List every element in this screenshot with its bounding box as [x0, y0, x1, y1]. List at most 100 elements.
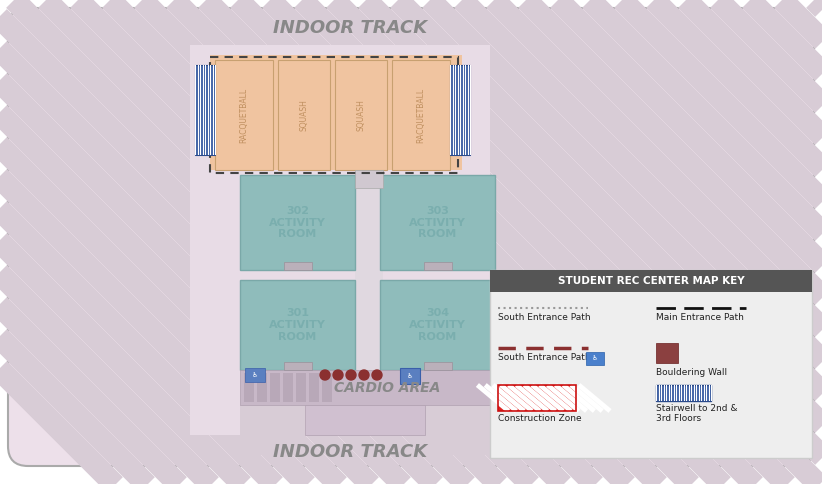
Bar: [661, 385, 663, 401]
Text: 301
ACTIVITY
ROOM: 301 ACTIVITY ROOM: [269, 308, 326, 342]
Circle shape: [333, 370, 343, 380]
Bar: [423, 362, 451, 370]
Circle shape: [372, 370, 382, 380]
Bar: [283, 373, 293, 402]
Bar: [684, 385, 685, 401]
Bar: [197, 65, 199, 155]
Text: 302
ACTIVITY
ROOM: 302 ACTIVITY ROOM: [269, 206, 326, 239]
Circle shape: [320, 370, 330, 380]
Text: 303
ACTIVITY
ROOM: 303 ACTIVITY ROOM: [409, 206, 466, 239]
Bar: [195, 65, 196, 155]
Bar: [691, 385, 692, 401]
Bar: [380, 280, 495, 370]
Bar: [656, 343, 678, 363]
Text: ♿: ♿: [407, 373, 413, 379]
Circle shape: [346, 370, 356, 380]
Bar: [195, 65, 215, 155]
Bar: [656, 385, 711, 401]
Bar: [423, 262, 451, 270]
Bar: [195, 65, 215, 155]
Bar: [322, 373, 332, 402]
Bar: [240, 370, 495, 405]
Bar: [245, 368, 265, 382]
Text: ♿: ♿: [252, 372, 258, 378]
Bar: [207, 65, 209, 155]
Text: Stairwell to 2nd &
3rd Floors: Stairwell to 2nd & 3rd Floors: [656, 404, 737, 424]
Bar: [689, 385, 690, 401]
Bar: [586, 352, 604, 365]
Bar: [699, 385, 700, 401]
Bar: [678, 385, 680, 401]
Bar: [468, 65, 469, 155]
Bar: [490, 270, 812, 458]
Text: CARDIO AREA: CARDIO AREA: [335, 380, 441, 394]
Text: South Entrance Path: South Entrance Path: [498, 353, 597, 362]
Bar: [215, 60, 273, 170]
Bar: [355, 170, 383, 370]
Text: Main Entrance Path: Main Entrance Path: [656, 313, 744, 322]
Bar: [490, 270, 812, 292]
Bar: [686, 385, 687, 401]
Bar: [210, 65, 211, 155]
Text: SQUASH: SQUASH: [357, 99, 366, 131]
Circle shape: [359, 370, 369, 380]
Bar: [244, 373, 254, 402]
Bar: [284, 262, 312, 270]
Bar: [205, 65, 206, 155]
Bar: [455, 65, 456, 155]
Bar: [202, 65, 204, 155]
Bar: [706, 385, 707, 401]
Bar: [240, 280, 355, 370]
Bar: [450, 65, 470, 155]
Bar: [666, 385, 667, 401]
Bar: [240, 175, 355, 270]
Bar: [663, 385, 665, 401]
FancyBboxPatch shape: [8, 8, 814, 466]
Bar: [400, 368, 420, 384]
Bar: [673, 385, 675, 401]
Bar: [257, 373, 267, 402]
Bar: [278, 60, 330, 170]
Bar: [671, 385, 672, 401]
Bar: [450, 65, 451, 155]
Text: 304
ACTIVITY
ROOM: 304 ACTIVITY ROOM: [409, 308, 466, 342]
Bar: [696, 385, 697, 401]
Bar: [309, 373, 319, 402]
Bar: [355, 170, 383, 188]
Bar: [458, 65, 459, 155]
Bar: [335, 60, 387, 170]
Text: RACQUETBALL: RACQUETBALL: [417, 88, 426, 143]
Bar: [210, 55, 462, 170]
Bar: [380, 175, 495, 270]
Bar: [681, 385, 682, 401]
Bar: [498, 385, 576, 411]
Text: South Entrance Path: South Entrance Path: [498, 313, 591, 322]
Text: Construction Zone: Construction Zone: [498, 414, 582, 423]
Bar: [676, 385, 677, 401]
Text: RACQUETBALL: RACQUETBALL: [239, 88, 248, 143]
Bar: [270, 373, 280, 402]
Bar: [668, 385, 670, 401]
Bar: [452, 65, 454, 155]
Text: ♿: ♿: [592, 356, 598, 362]
Text: STUDENT REC CENTER MAP KEY: STUDENT REC CENTER MAP KEY: [557, 276, 744, 286]
Bar: [460, 65, 461, 155]
Bar: [658, 385, 660, 401]
Bar: [392, 60, 450, 170]
Bar: [240, 405, 305, 455]
Bar: [200, 65, 201, 155]
Bar: [450, 65, 470, 155]
Bar: [296, 373, 306, 402]
Bar: [465, 65, 466, 155]
Bar: [701, 385, 702, 401]
Bar: [498, 385, 576, 411]
Bar: [190, 45, 490, 435]
Bar: [470, 65, 471, 155]
Bar: [215, 65, 216, 155]
Bar: [711, 385, 712, 401]
Bar: [284, 362, 312, 370]
Bar: [656, 385, 658, 401]
Text: INDOOR TRACK: INDOOR TRACK: [273, 443, 427, 461]
Text: INDOOR TRACK: INDOOR TRACK: [273, 19, 427, 37]
Bar: [210, 57, 458, 173]
